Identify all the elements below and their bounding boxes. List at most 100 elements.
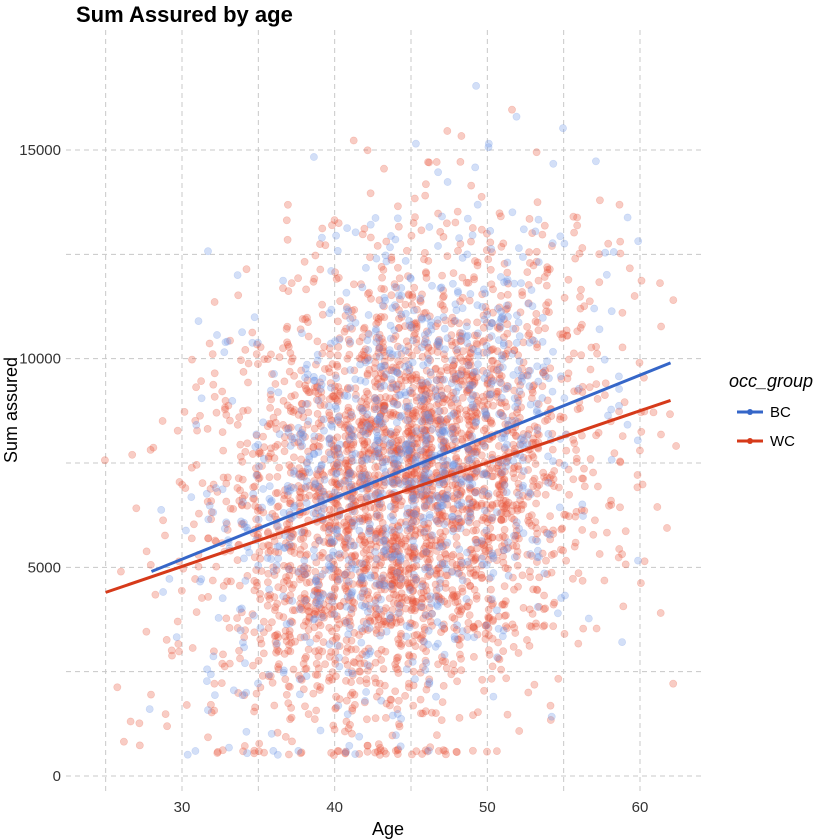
- scatter-point-wc: [413, 305, 421, 314]
- scatter-point-bc: [371, 534, 380, 542]
- scatter-point-bc: [487, 390, 496, 399]
- scatter-point-wc: [274, 583, 283, 592]
- scatter-point-wc: [250, 749, 259, 758]
- scatter-point-wc: [488, 501, 497, 510]
- scatter-point-bc: [266, 498, 275, 506]
- scatter-point-wc: [180, 407, 189, 416]
- scatter-point-wc: [380, 401, 389, 410]
- scatter-point-wc: [283, 491, 292, 500]
- scatter-point-bc: [416, 393, 425, 402]
- scatter-point-wc: [513, 531, 522, 540]
- scatter-point-wc: [435, 593, 444, 602]
- scatter-point-bc: [441, 345, 449, 354]
- scatter-point-wc: [301, 381, 309, 390]
- scatter-point-wc: [327, 749, 336, 757]
- scatter-point-bc: [381, 530, 390, 539]
- scatter-point-wc: [509, 469, 518, 478]
- scatter-point-bc: [242, 688, 251, 697]
- scatter-point-wc: [374, 740, 383, 748]
- scatter-point-wc: [412, 490, 421, 499]
- scatter-point-bc: [497, 314, 506, 322]
- scatter-point-wc: [669, 679, 678, 688]
- scatter-point-bc: [393, 214, 402, 223]
- scatter-point-bc: [258, 503, 266, 512]
- scatter-point-bc: [345, 741, 354, 750]
- scatter-point-wc: [327, 648, 335, 656]
- scatter-point-bc: [439, 457, 447, 465]
- scatter-point-wc: [605, 501, 613, 510]
- scatter-point-wc: [511, 629, 520, 637]
- scatter-point-wc: [501, 564, 510, 572]
- scatter-point-wc: [325, 533, 333, 542]
- scatter-point-wc: [487, 280, 496, 289]
- scatter-point-bc: [463, 339, 472, 347]
- scatter-point-wc: [421, 563, 430, 572]
- scatter-point-wc: [601, 391, 609, 399]
- scatter-point-wc: [342, 440, 351, 449]
- scatter-point-bc: [556, 232, 565, 241]
- scatter-point-bc: [328, 422, 336, 431]
- scatter-point-wc: [253, 471, 262, 479]
- scatter-point-wc: [542, 307, 551, 316]
- scatter-point-wc: [633, 483, 642, 492]
- scatter-point-wc: [371, 714, 380, 723]
- scatter-point-wc: [260, 355, 269, 364]
- scatter-point-wc: [436, 227, 445, 236]
- scatter-point-wc: [449, 369, 458, 378]
- scatter-point-bc: [549, 347, 557, 356]
- scatter-point-bc: [469, 403, 478, 411]
- scatter-point-wc: [454, 246, 462, 255]
- scatter-point-wc: [233, 484, 242, 492]
- scatter-point-wc: [325, 521, 334, 530]
- scatter-point-bc: [249, 611, 258, 620]
- scatter-point-bc: [397, 575, 405, 583]
- scatter-point-bc: [288, 435, 297, 443]
- scatter-point-bc: [302, 400, 310, 408]
- scatter-point-wc: [220, 662, 229, 671]
- scatter-point-wc: [496, 398, 504, 407]
- scatter-point-bc: [464, 361, 473, 369]
- scatter-point-bc: [432, 692, 440, 701]
- scatter-point-bc: [424, 746, 433, 755]
- scatter-point-wc: [294, 569, 303, 577]
- scatter-point-wc: [222, 614, 231, 623]
- scatter-point-wc: [142, 627, 151, 636]
- scatter-point-wc: [312, 634, 321, 643]
- scatter-point-wc: [342, 576, 351, 585]
- scatter-point-wc: [464, 430, 473, 439]
- scatter-point-wc: [132, 504, 141, 513]
- scatter-point-wc: [386, 430, 395, 439]
- scatter-point-wc: [502, 500, 511, 509]
- scatter-point-wc: [619, 602, 628, 611]
- scatter-point-wc: [285, 461, 294, 469]
- scatter-point-wc: [374, 449, 383, 458]
- scatter-point-wc: [432, 571, 441, 579]
- scatter-point-wc: [409, 511, 418, 520]
- scatter-point-bc: [450, 435, 459, 444]
- scatter-point-wc: [573, 405, 582, 414]
- scatter-point-bc: [405, 524, 414, 533]
- scatter-point-wc: [330, 725, 339, 734]
- scatter-point-wc: [128, 450, 137, 459]
- scatter-point-wc: [408, 638, 417, 646]
- scatter-point-wc: [412, 562, 421, 570]
- scatter-point-wc: [482, 508, 491, 517]
- scatter-point-wc: [236, 486, 244, 495]
- scatter-point-wc: [492, 556, 501, 565]
- scatter-point-wc: [226, 577, 235, 586]
- scatter-point-wc: [376, 401, 385, 410]
- scatter-point-wc: [317, 388, 326, 396]
- scatter-point-bc: [500, 481, 509, 489]
- scatter-point-wc: [408, 478, 416, 487]
- scatter-point-bc: [421, 666, 430, 674]
- scatter-point-wc: [436, 407, 444, 415]
- scatter-point-wc: [503, 290, 512, 299]
- scatter-point-wc: [422, 415, 431, 423]
- scatter-point-wc: [318, 224, 327, 233]
- scatter-point-bc: [515, 491, 523, 499]
- scatter-point-wc: [120, 737, 128, 746]
- scatter-point-bc: [618, 638, 626, 646]
- scatter-point-bc: [389, 454, 397, 463]
- scatter-point-bc: [473, 200, 482, 209]
- scatter-point-wc: [466, 581, 475, 590]
